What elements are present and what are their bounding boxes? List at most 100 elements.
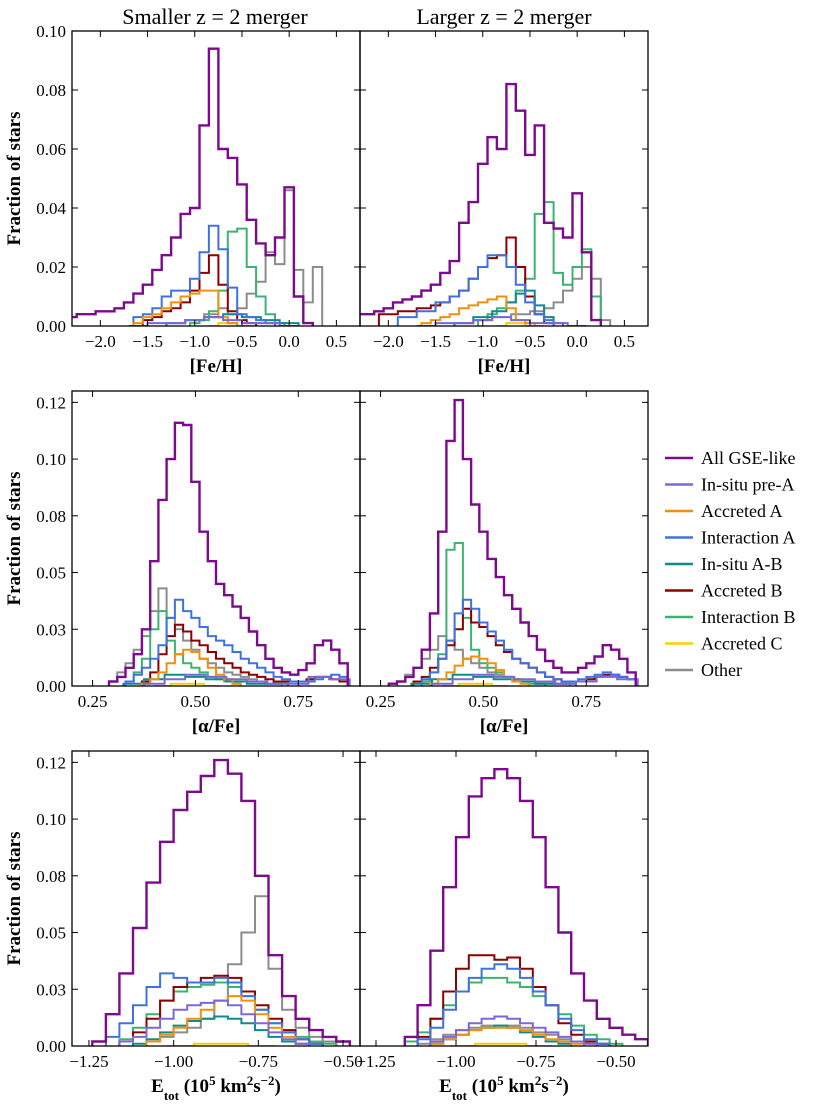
x-tick-label: −1.25 [69,1052,108,1071]
x-tick-label: −1.0 [467,332,498,351]
y-tick-label: 0.06 [36,140,66,159]
plot-frame [359,750,649,1047]
series-accreted-c [166,1042,276,1046]
y-axis-label: Fraction of stars [4,111,25,245]
y-tick-label: 0.03 [36,980,66,999]
y-axis-label: Fraction of stars [4,831,25,965]
y-tick-label: 0.12 [36,753,66,772]
series-interaction-a [124,598,349,686]
y-tick-label: 0.02 [36,258,66,277]
y-tick-label: 0.10 [36,450,66,469]
legend-item-in-situ-pre-a: In-situ pre-A [665,475,794,495]
x-tick-label: 0.5 [326,332,347,351]
x-tick-label: −1.00 [154,1052,193,1071]
column-title-left: Smaller z = 2 merger [122,4,308,29]
y-tick-label: 0.03 [36,620,66,639]
x-tick-label: 0.75 [571,692,601,711]
plot-frame [359,30,649,327]
series-interaction-a [104,972,324,1046]
x-axis-label: [Fe/H] [478,356,531,377]
series-other [108,587,283,686]
x-tick-label: 0.0 [279,332,300,351]
y-tick-label: 0.05 [36,924,66,943]
panel-etot-right: −1.25 −1.00 −0.75 −0.50 Etot (105 km2s−2) [356,750,649,1103]
y-tick-label: 0.08 [36,867,66,886]
x-tick-label: −0.75 [239,1052,278,1071]
x-tick-label: 0.25 [366,692,396,711]
x-tick-label: −1.5 [132,332,163,351]
series-interaction-b [403,976,624,1046]
x-tick-label: −1.0 [179,332,210,351]
plot-frame [359,390,649,687]
series-interaction-a [396,254,555,326]
plot-frame [71,750,361,1047]
y-tick-label: 0.00 [36,1037,66,1056]
x-tick-label: 0.25 [78,692,108,711]
x-axis-label: [Fe/H] [190,356,243,377]
series-all-gse-like [403,768,648,1046]
x-tick-label: −1.5 [420,332,451,351]
plot-frame [71,30,361,327]
series-in-situ-pre-a [143,673,351,686]
y-tick-label: 0.10 [36,810,66,829]
x-tick-label: 0.75 [283,692,313,711]
y-tick-label: 0.08 [36,507,66,526]
legend-item-interaction-a: Interaction A [665,528,795,548]
y-tick-label: 0.05 [36,564,66,583]
panel-afe-right: 0.25 0.50 0.75 [α/Fe] [359,390,649,737]
column-title-right: Larger z = 2 merger [416,4,592,29]
series-in-situ-pre-a [128,316,299,326]
legend-label: In-situ pre-A [701,475,794,495]
x-tick-label: −0.5 [227,332,258,351]
panel-etot-left: −1.25 −1.00 −0.75 −0.50 0.00 0.03 0.05 0.08 0.10… [4,750,363,1103]
series-interaction-a [420,598,637,686]
y-tick-label: 0.00 [36,677,66,696]
series-accreted-c [442,682,509,686]
legend: All GSE-like In-situ pre-A Accreted A Inter… [665,448,796,680]
series-accreted-b [377,236,555,326]
legend-label: Interaction A [701,528,795,548]
x-tick-label: −2.0 [373,332,404,351]
x-tick-label: 0.50 [469,692,499,711]
panel-feh-left: −2.0 −1.5 −1.0 −0.5 0.0 0.5 0.00 0.02 0.04 0.06 0.… [4,22,361,377]
x-tick-label: −0.75 [516,1052,555,1071]
legend-item-other: Other [665,660,742,680]
series-in-situ-pre-a [429,1015,598,1046]
series-all-gse-like [91,758,351,1046]
legend-label: Other [701,660,742,680]
series-accreted-b [141,254,258,326]
panel-afe-left: 0.25 0.50 0.75 0.00 0.03 0.05 0.08 0.10 0.12 [α/F… [4,390,361,737]
legend-label: All GSE-like [701,448,796,468]
x-tick-label: −0.5 [515,332,546,351]
x-axis-label: Etot (105 km2s−2) [151,1073,281,1103]
legend-item-accreted-b: Accreted B [665,581,782,601]
series-accreted-a [429,1026,585,1046]
series-in-situ-a-b [453,289,564,326]
y-tick-label: 0.08 [36,81,66,100]
legend-item-interaction-b: Interaction B [665,607,795,627]
series-accreted-c [154,682,221,686]
series-all-gse-like [72,47,314,326]
y-tick-label: 0.10 [36,22,66,41]
series-interaction-b [118,981,338,1046]
x-tick-label: −0.50 [323,1052,362,1071]
series-accreted-c [449,1042,552,1046]
x-tick-label: −1.00 [436,1052,475,1071]
legend-item-all-gse-like: All GSE-like [665,448,796,468]
series-in-situ-pre-a [118,999,311,1046]
legend-item-in-situ-a-b: In-situ A-B [665,554,783,574]
legend-item-accreted-a: Accreted A [665,501,782,521]
series-accreted-a [140,648,242,686]
legend-label: Accreted A [701,501,782,521]
series-interaction-a [132,224,276,326]
series-accreted-a [420,295,536,326]
series-all-gse-like [387,398,637,686]
legend-label: Interaction B [701,607,795,627]
y-tick-label: 0.04 [36,199,66,218]
series-accreted-a [428,655,530,686]
series-in-situ-pre-a [431,673,639,686]
series-in-situ-pre-a [416,316,587,326]
legend-item-accreted-c: Accreted C [665,634,782,654]
series-accreted-b [118,974,324,1046]
